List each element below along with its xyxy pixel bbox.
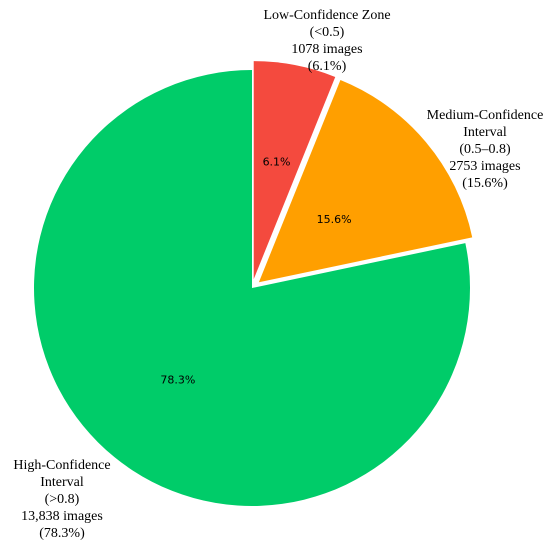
pct-label-low: 6.1% — [263, 155, 291, 168]
slice-label-line: 1078 images — [291, 42, 362, 57]
slice-label-line: Low-Confidence Zone — [263, 8, 390, 23]
slice-label-high: High-Confidence Interval (>0.8) 13,838 imag… — [13, 458, 110, 541]
slice-low — [253, 61, 336, 280]
slice-label-line: (15.6%) — [462, 176, 508, 191]
slice-label-line: (<0.5) — [310, 25, 345, 40]
slice-label-line: Medium-Confidence — [427, 108, 544, 123]
slice-high — [33, 70, 470, 506]
slice-label-line: Interval — [40, 475, 84, 490]
slice-label-medium: Medium-Confidence Interval (0.5–0.8) 2753 i… — [427, 108, 544, 191]
slice-labels: Low-Confidence Zone (<0.5) 1078 images (6.1… — [13, 8, 543, 541]
slice-label-low: Low-Confidence Zone (<0.5) 1078 images (6.1… — [263, 8, 390, 74]
slice-medium — [258, 80, 473, 283]
percent-labels: 6.1% 15.6% 78.3% — [160, 155, 351, 386]
slice-label-line: High-Confidence — [13, 458, 110, 473]
slice-label-line: (0.5–0.8) — [459, 142, 511, 157]
pie-slices — [33, 61, 473, 506]
slice-label-line: Interval — [463, 125, 507, 140]
slice-label-line: 13,838 images — [21, 509, 103, 524]
slice-label-line: (>0.8) — [45, 492, 80, 507]
pct-label-high: 78.3% — [160, 373, 195, 386]
slice-label-line: (78.3%) — [39, 526, 85, 541]
slice-label-line: 2753 images — [449, 159, 520, 174]
pct-label-medium: 15.6% — [317, 213, 352, 226]
slice-label-line: (6.1%) — [308, 59, 347, 74]
